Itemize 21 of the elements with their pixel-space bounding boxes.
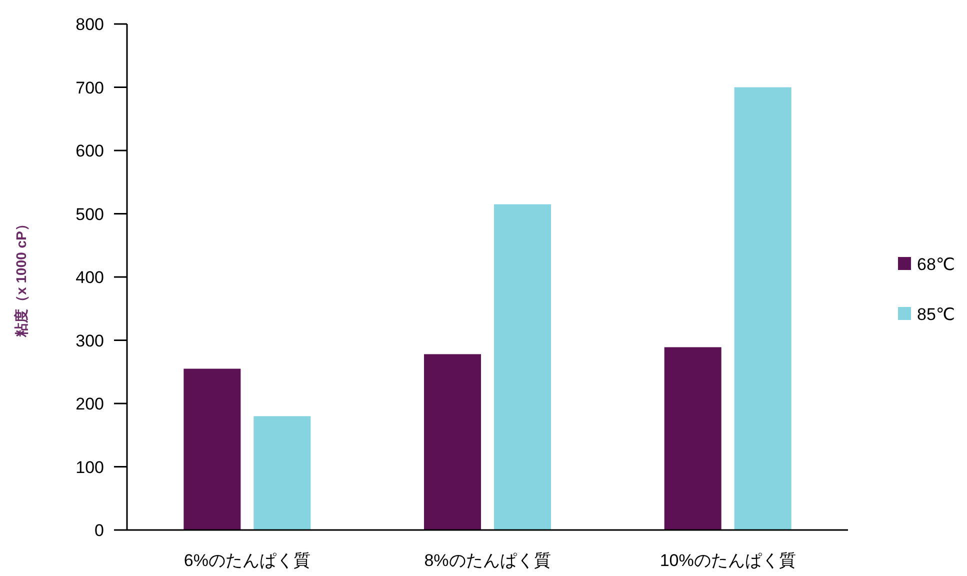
y-tick-label: 100 (76, 458, 104, 477)
y-tick-label: 300 (76, 331, 104, 350)
bar (664, 347, 722, 530)
bar (494, 204, 551, 530)
bar (734, 87, 792, 530)
legend-label: 85℃ (917, 305, 956, 324)
legend-label: 68℃ (917, 255, 956, 274)
x-tick-label: 6%のたんぱく質 (184, 551, 310, 570)
x-tick-label: 8%のたんぱく質 (424, 551, 551, 570)
x-tick-label: 10%のたんぱく質 (660, 551, 796, 570)
y-tick-label: 200 (76, 394, 104, 414)
bar (254, 416, 311, 530)
bar (424, 354, 481, 530)
y-tick-label: 0 (94, 521, 104, 540)
bar (184, 368, 241, 530)
y-tick-label: 800 (76, 15, 104, 34)
y-axis-title: 粘度（x 1000 cP） (13, 217, 29, 338)
y-tick-label: 500 (76, 204, 104, 224)
y-tick-label: 700 (76, 78, 104, 98)
y-tick-label: 400 (76, 268, 104, 287)
y-tick-label: 600 (76, 142, 104, 160)
